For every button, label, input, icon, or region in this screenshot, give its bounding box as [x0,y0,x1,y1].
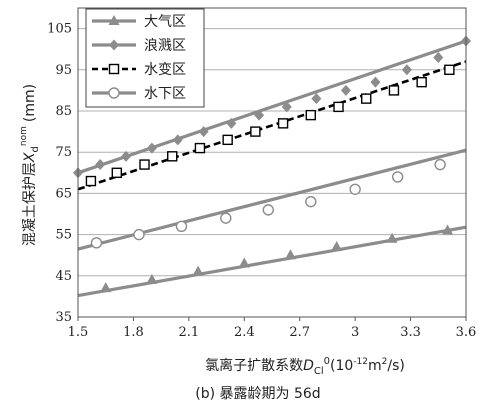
series-3-point [444,64,455,76]
legend-label-1: 大气区 [144,14,186,30]
series-line-2 [77,39,467,175]
series-2-point [198,126,209,138]
series-1-point [442,224,454,235]
x-tick-label: 1.8 [123,325,144,340]
legend-marker-1 [108,15,120,25]
series-2-point [146,142,157,154]
series-3-point [167,151,178,162]
legend-marker-4 [108,87,120,99]
x-tick-label: 3 [351,325,359,340]
y-tick-label: 105 [47,22,72,37]
legend-marker-3 [108,63,120,75]
series-line-1 [77,225,467,298]
x-tick-label: 2.1 [179,325,200,340]
series-3-point [222,134,233,146]
y-tick-label: 75 [55,145,72,160]
series-3-point [416,76,427,88]
series-2-point [172,134,183,146]
x-tick-label: 3.6 [456,325,477,340]
series-2-point [95,159,106,171]
series-1-point [146,273,158,284]
x-axis-title: 氯离子扩散系数DCl0(10-12m2/s) [205,356,405,377]
series-4-point [90,237,103,249]
series-3-point [111,167,123,179]
y-tick-label: 65 [55,186,72,201]
y-tick-label: 45 [55,269,72,284]
legend-label-2: 浪溅区 [144,38,186,54]
series-1-point [331,240,343,251]
y-tick-label: 55 [55,228,72,243]
series-4-point [434,158,446,171]
legend-box [85,8,205,108]
series-2-point [311,93,322,105]
series-4-point [349,183,361,195]
series-4-point [391,171,404,183]
legend-label-3: 水变区 [144,62,186,78]
y-tick-label: 85 [55,104,72,119]
axes: 35 45 55 65 75 85 95 105 1.5 1.8 2.1 2.4 2.7 3 3.3 3.6 [47,7,477,340]
series-2-point [281,101,292,113]
series-4-point [262,204,275,216]
series-2-point [433,51,444,63]
series-1-point [386,232,398,243]
x-tick-label: 2.7 [289,325,310,340]
series-3-point [277,118,289,129]
series-2-point [370,76,381,88]
series-3-point [250,126,261,137]
series-3-point [388,85,400,96]
series-3-point [139,159,150,170]
series-2-point [340,84,351,96]
y-tick-label: 35 [55,310,72,325]
series-3-point [85,175,97,187]
legend-label-4: 水下区 [144,86,186,102]
series-3-point [333,101,344,113]
series-2-point [401,64,412,76]
x-tick-label: 1.5 [68,325,89,340]
series-1-point [284,249,296,260]
figure-caption: (b) 暴露龄期为 56d [195,386,320,402]
series-4-point [133,228,145,241]
series-2-point [121,150,132,162]
series-1-point [238,257,250,268]
plot-area [73,35,471,298]
legend-marker-2 [109,39,119,51]
series-4-point [305,195,317,208]
plot-frame [77,7,467,318]
series-1-point [100,282,112,293]
series-2-point [226,117,237,129]
series-1-point [192,265,204,276]
y-axis-title: 混凝土保护层Xdnom(mm) [19,84,41,246]
series-4-point [175,220,188,233]
series-4-point [220,212,232,224]
x-tick-label: 2.4 [234,325,255,340]
series-3-point [305,109,316,121]
series-3-point [194,142,206,154]
series-3-point [361,93,372,104]
x-tick-label: 3.3 [400,325,421,340]
series-2-point [254,109,265,121]
y-tick-label: 95 [55,63,72,78]
